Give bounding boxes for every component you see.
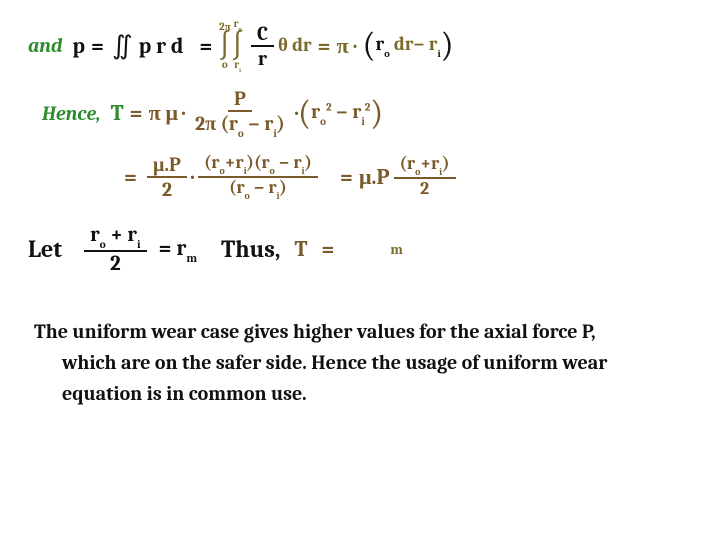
frac-rm: ro + ri 2	[84, 223, 146, 276]
frac-final-den: 2	[414, 179, 435, 200]
sym-T: T	[111, 100, 124, 126]
rparen-1: )	[441, 32, 454, 59]
equals-1c: =	[318, 33, 331, 59]
equals-4: =	[321, 236, 334, 262]
sym-T-2: T	[294, 236, 307, 262]
equals-3: =	[124, 164, 137, 190]
kw-thus: Thus,	[221, 235, 280, 263]
outer-integral-icon: 2π ∫ o	[218, 21, 231, 70]
equation-1: and p = ∬ p r d = 2π ∫ o ro ∫ ri C r θ d…	[28, 18, 692, 73]
frac-prod: (ro+ri)(ro − ri) (ro − ri)	[198, 153, 318, 201]
frac-muP-2: μ.P 2	[147, 153, 187, 201]
lparen-1: (	[363, 32, 376, 59]
frac-prod-num: (ro+ri)(ro − ri)	[198, 153, 318, 178]
frac-c-over-r: C r	[251, 22, 274, 70]
outer-int-bot: o	[222, 59, 228, 70]
rhs-m: m	[390, 241, 402, 258]
frac-rm-den: 2	[104, 252, 127, 276]
integral-sign-1: ∫	[218, 32, 231, 59]
equals-1b: =	[199, 33, 212, 59]
double-integral-icon: ∬	[112, 31, 133, 61]
frac-P: P 2π (ro − ri)	[189, 87, 291, 139]
body-paragraph: The uniform wear case gives higher value…	[28, 316, 692, 409]
integral-sign-2: ∫	[231, 32, 244, 59]
frac-prod-den: (ro − ri)	[223, 178, 293, 201]
equation-2: Hence, T = π μ · P 2π (ro − ri) · ( ro2 …	[42, 87, 692, 139]
kw-hence: Hence,	[42, 102, 101, 125]
integrand-1: p r d	[139, 33, 184, 59]
rparen-2: )	[370, 100, 383, 127]
pi-mu: π μ	[149, 100, 178, 126]
frac-muP-den: 2	[156, 178, 178, 201]
mu-p-2: μ.P	[359, 164, 390, 190]
equals-1: =	[91, 33, 104, 59]
frac-final-num: (ro+ri)	[394, 154, 456, 179]
inner-integral-icon: ro ∫ ri	[231, 18, 244, 73]
para-line-2: which are on the safer side. Hence the u…	[34, 347, 686, 378]
equation-4: Let ro + ri 2 = rm Thus, T = m	[28, 223, 692, 276]
frac-P-den: 2π (ro − ri)	[189, 112, 291, 139]
equals-3b: =	[340, 164, 353, 190]
frac-rm-num: ro + ri	[84, 223, 146, 251]
theta-dr: θ dr	[278, 34, 312, 57]
frac-P-num: P	[228, 87, 252, 112]
paren2-content: ro2 − ri2	[311, 100, 370, 126]
dot-3: ·	[191, 164, 194, 190]
inner-int-bot: ri	[234, 59, 241, 73]
paren-ro-ri: ( ro dr− ri )	[363, 32, 454, 59]
frac-c-den: r	[252, 47, 273, 70]
kw-let: Let	[28, 235, 62, 263]
paren-ro2-ri2: ( ro2 − ri2 )	[298, 100, 383, 127]
sym-p: p	[72, 33, 85, 59]
paren1-content: ro dr− ri	[376, 33, 441, 58]
equation-3: = μ.P 2 · (ro+ri)(ro − ri) (ro − ri) = μ…	[118, 153, 692, 201]
lparen-2: (	[298, 100, 311, 127]
page-root: and p = ∬ p r d = 2π ∫ o ro ∫ ri C r θ d…	[0, 0, 720, 540]
equals-2: =	[130, 100, 143, 126]
frac-muP-num: μ.P	[147, 153, 187, 178]
para-line-3: equation is in common use.	[34, 378, 686, 409]
dot-1: ·	[182, 100, 185, 126]
frac-c-num: C	[251, 22, 274, 47]
frac-final: (ro+ri) 2	[394, 154, 456, 200]
eq-rm: = rm	[159, 235, 198, 264]
para-line-1: The uniform wear case gives higher value…	[34, 320, 596, 343]
kw-and: and	[28, 34, 62, 57]
pi-dot: π ·	[337, 33, 357, 59]
